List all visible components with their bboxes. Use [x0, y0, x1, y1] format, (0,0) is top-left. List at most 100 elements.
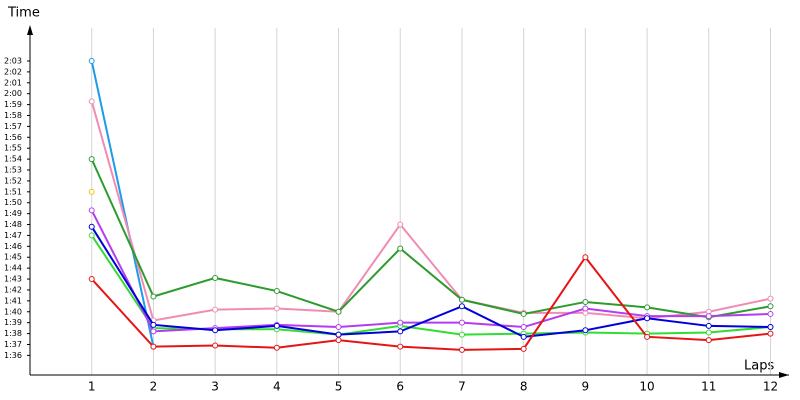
point-marker: [520, 324, 527, 331]
y-tick-label: 2:00: [4, 89, 22, 98]
y-tick-label: 1:44: [4, 264, 22, 273]
point-marker: [150, 293, 157, 300]
point-marker: [644, 315, 651, 322]
y-tick-label: 1:49: [4, 209, 22, 218]
point-marker: [458, 331, 465, 338]
point-marker: [767, 310, 774, 317]
point-marker: [273, 344, 280, 351]
y-tick-label: 1:59: [4, 100, 22, 109]
y-tick-label: 2:03: [4, 56, 22, 65]
point-marker: [397, 221, 404, 228]
y-tick-label: 1:43: [4, 275, 22, 284]
point-marker: [273, 322, 280, 329]
x-tick-label: 1: [88, 380, 96, 394]
x-tick-label: 9: [582, 380, 590, 394]
series-line: [90, 226, 771, 338]
point-marker: [767, 295, 774, 302]
x-tick-label: 8: [520, 380, 528, 394]
y-tick-label: 1:50: [4, 198, 22, 207]
point-marker: [150, 328, 157, 335]
point-marker: [397, 319, 404, 326]
point-marker: [767, 330, 774, 337]
y-tick-label: 2:02: [4, 67, 22, 76]
y-axis-label: Time: [7, 6, 40, 21]
y-tick-label: 1:46: [4, 242, 22, 251]
y-tick-label: 1:47: [4, 231, 22, 240]
point-marker: [767, 303, 774, 310]
y-tick-label: 1:37: [4, 340, 22, 349]
y-tick-label: 1:42: [4, 285, 22, 294]
point-marker: [212, 342, 219, 349]
point-marker: [150, 321, 157, 328]
point-marker: [582, 254, 589, 261]
series-line: [90, 60, 155, 347]
point-marker: [150, 343, 157, 350]
x-tick-label: 4: [273, 380, 281, 394]
point-marker: [212, 327, 219, 334]
point-marker: [767, 324, 774, 331]
y-tick-label: 1:45: [4, 253, 22, 262]
point-marker: [644, 333, 651, 340]
series-line: [90, 158, 771, 319]
point-marker: [582, 327, 589, 334]
x-tick-label: 12: [763, 380, 778, 394]
point-marker: [458, 296, 465, 303]
point-marker: [705, 329, 712, 336]
point-marker: [88, 98, 95, 105]
point-marker: [212, 274, 219, 281]
x-tick-label: 6: [396, 380, 404, 394]
point-marker: [397, 343, 404, 350]
point-marker: [88, 276, 95, 283]
point-marker: [520, 310, 527, 317]
y-tick-label: 1:39: [4, 318, 22, 327]
point-marker: [335, 308, 342, 315]
point-marker: [88, 156, 95, 163]
x-tick-label: 7: [458, 380, 466, 394]
y-tick-label: 1:40: [4, 307, 22, 316]
y-tick-label: 1:41: [4, 296, 22, 305]
point-marker: [705, 322, 712, 329]
point-marker: [88, 57, 95, 64]
y-tick-label: 1:51: [4, 187, 22, 196]
point-marker: [273, 288, 280, 295]
series-line: [90, 101, 771, 322]
point-marker: [705, 313, 712, 320]
point-marker: [397, 245, 404, 252]
point-marker: [212, 306, 219, 313]
point-marker: [520, 345, 527, 352]
point-marker: [644, 304, 651, 311]
point-marker: [582, 298, 589, 305]
x-tick-label: 5: [335, 380, 343, 394]
point-marker: [520, 333, 527, 340]
point-marker: [335, 337, 342, 344]
y-tick-label: 2:01: [4, 78, 22, 87]
y-tick-label: 1:52: [4, 176, 22, 185]
y-tick-label: 1:55: [4, 144, 22, 153]
x-tick-label: 11: [701, 380, 716, 394]
y-tick-label: 1:53: [4, 166, 22, 175]
y-tick-label: 1:54: [4, 155, 22, 164]
point-marker: [88, 232, 95, 239]
point-marker: [705, 337, 712, 344]
y-tick-label: 1:36: [4, 351, 22, 360]
point-marker: [88, 188, 95, 195]
x-tick-label: 3: [211, 380, 219, 394]
y-tick-label: 1:56: [4, 133, 22, 142]
point-marker: [335, 324, 342, 331]
x-axis-label: Laps: [744, 359, 774, 374]
y-tick-label: 1:58: [4, 111, 22, 120]
point-marker: [273, 305, 280, 312]
x-tick-label: 2: [150, 380, 158, 394]
y-axis-arrow: [27, 25, 33, 35]
point-marker: [88, 223, 95, 230]
point-marker: [335, 331, 342, 338]
point-marker: [397, 328, 404, 335]
x-tick-label: 10: [639, 380, 654, 394]
point-marker: [458, 303, 465, 310]
point-marker: [458, 319, 465, 326]
series-line: [90, 255, 771, 351]
point-marker: [88, 207, 95, 214]
point-marker: [582, 305, 589, 312]
